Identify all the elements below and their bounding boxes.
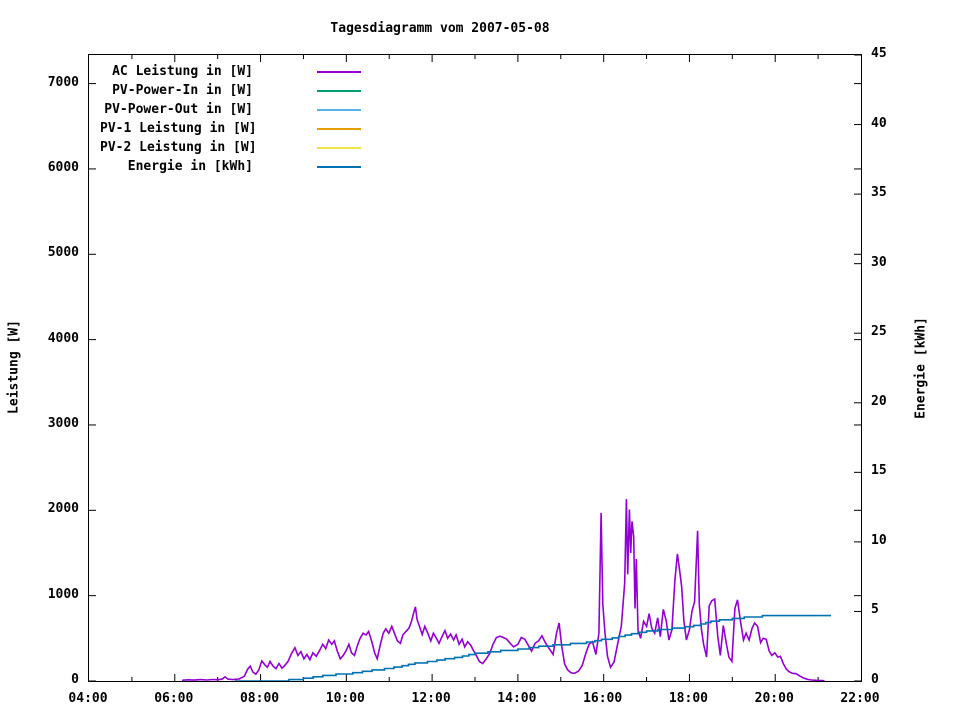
y-left-tick-label: 1000 — [47, 586, 79, 602]
plot-svg — [89, 55, 861, 681]
y-left-tick-label: 0 — [71, 672, 79, 687]
legend-label: PV-Power-Out in [W] — [104, 102, 253, 117]
legend-line-swatch — [317, 128, 361, 130]
legend-item: Energie in [kWh] — [100, 158, 370, 177]
x-tick-label: 16:00 — [583, 691, 623, 706]
legend-item: PV-1 Leistung in [W] — [100, 120, 370, 139]
legend-item: PV-Power-Out in [W] — [100, 101, 370, 120]
x-tick-label: 10:00 — [325, 691, 365, 706]
y-right-tick-label: 30 — [871, 254, 887, 270]
y-right-tick-label: 0 — [871, 672, 879, 687]
y-right-tick-label: 35 — [871, 185, 887, 201]
y-left-tick-label: 3000 — [47, 415, 79, 431]
y-axis-title-right: Energie [kWh] — [913, 317, 929, 419]
x-tick-label: 18:00 — [668, 691, 708, 706]
y-right-tick-label: 25 — [871, 324, 887, 340]
legend-line-swatch — [317, 147, 361, 149]
y-right-tick-label: 45 — [871, 46, 887, 61]
y-left-tick-label: 4000 — [47, 330, 79, 346]
legend-label: PV-2 Leistung in [W] — [100, 140, 257, 155]
plot-area — [88, 54, 862, 682]
legend-line-swatch — [317, 90, 361, 92]
legend-item: PV-2 Leistung in [W] — [100, 139, 370, 158]
x-tick-label: 22:00 — [840, 691, 880, 706]
legend-item: PV-Power-In in [W] — [100, 82, 370, 101]
legend-label: PV-Power-In in [W] — [112, 83, 253, 98]
legend-line-swatch — [317, 109, 361, 111]
x-tick-label: 20:00 — [754, 691, 794, 706]
legend-line-swatch — [317, 71, 361, 73]
x-tick-label: 06:00 — [154, 691, 194, 706]
x-tick-label: 04:00 — [68, 691, 108, 706]
legend-label: AC Leistung in [W] — [112, 64, 253, 79]
x-tick-label: 12:00 — [411, 691, 451, 706]
y-right-tick-label: 20 — [871, 393, 887, 409]
legend: AC Leistung in [W] PV-Power-In in [W] PV-P… — [100, 63, 370, 178]
y-right-tick-label: 15 — [871, 463, 887, 479]
y-right-tick-label: 10 — [871, 532, 887, 548]
y-left-tick-label: 7000 — [47, 74, 79, 90]
y-right-tick-label: 5 — [871, 602, 879, 618]
legend-item: AC Leistung in [W] — [100, 63, 370, 82]
chart-title: Tagesdiagramm vom 2007-05-08 — [330, 21, 550, 36]
series-energie-in-kwh — [234, 614, 831, 681]
series-ac-leistung-in-w — [182, 499, 825, 681]
x-tick-label: 14:00 — [497, 691, 537, 706]
legend-label: PV-1 Leistung in [W] — [100, 121, 257, 136]
y-left-tick-label: 5000 — [47, 245, 79, 261]
y-right-tick-label: 40 — [871, 115, 887, 131]
y-left-tick-label: 6000 — [47, 159, 79, 175]
legend-line-swatch — [317, 166, 361, 168]
legend-label: Energie in [kWh] — [127, 159, 253, 174]
y-left-tick-label: 2000 — [47, 501, 79, 517]
x-tick-label: 08:00 — [239, 691, 280, 706]
